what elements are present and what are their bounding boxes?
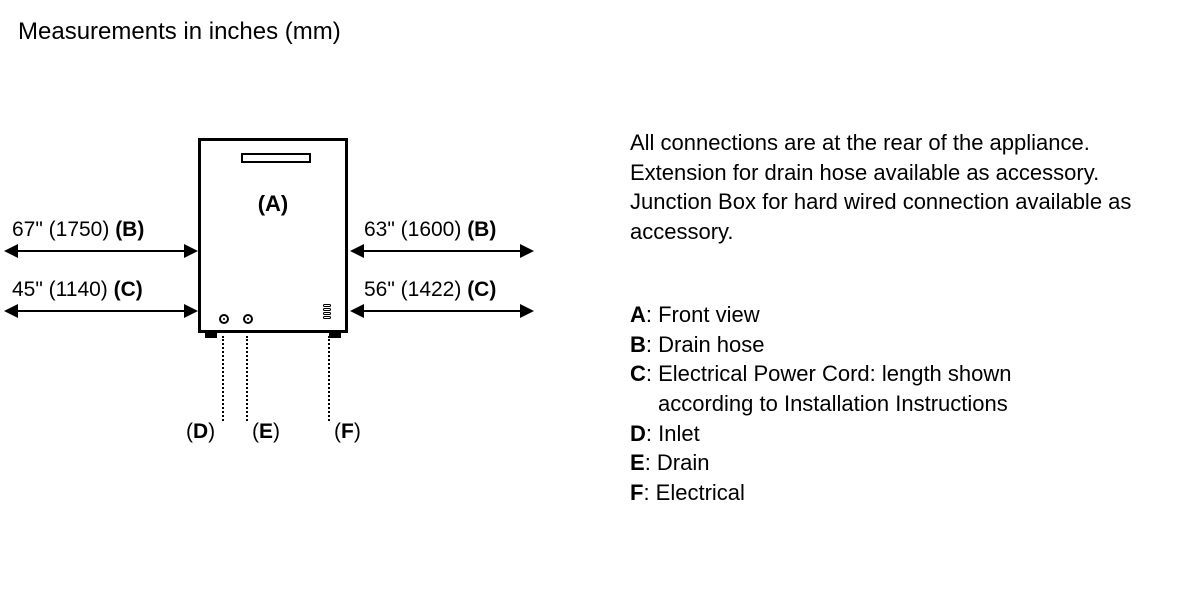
diagram: (A) 67" (1750) (B) 45" (1140) (C) 63" (1… bbox=[0, 120, 600, 500]
callout-f: (F) bbox=[334, 420, 361, 444]
legend-b: B: Drain hose bbox=[630, 330, 1170, 360]
legend-a: A: Front view bbox=[630, 300, 1170, 330]
port-inlet bbox=[219, 314, 229, 324]
callout-d: (D) bbox=[186, 420, 215, 444]
appliance-label-a: (A) bbox=[201, 191, 345, 217]
dotted-line-d bbox=[222, 336, 224, 421]
legend: A: Front view B: Drain hose C: Electrica… bbox=[630, 300, 1170, 508]
dim-label-left-b: 67" (1750) (B) bbox=[12, 218, 144, 242]
legend-c: C: Electrical Power Cord: length shown bbox=[630, 359, 1170, 389]
legend-f: F: Electrical bbox=[630, 478, 1170, 508]
page-title: Measurements in inches (mm) bbox=[18, 18, 341, 46]
dim-label-right-c: 56" (1422) (C) bbox=[364, 278, 496, 302]
dotted-line-e bbox=[246, 336, 248, 421]
dim-arrow-right-c bbox=[352, 310, 532, 312]
legend-d: D: Inlet bbox=[630, 419, 1170, 449]
dim-arrow-right-b bbox=[352, 250, 532, 252]
callout-e: (E) bbox=[252, 420, 280, 444]
dotted-line-f bbox=[328, 336, 330, 421]
dim-label-left-c: 45" (1140) (C) bbox=[12, 278, 143, 302]
dim-label-right-b: 63" (1600) (B) bbox=[364, 218, 496, 242]
description-text: All connections are at the rear of the a… bbox=[630, 128, 1160, 247]
appliance-handle bbox=[241, 153, 311, 163]
legend-e: E: Drain bbox=[630, 448, 1170, 478]
port-drain bbox=[243, 314, 253, 324]
appliance-foot-left bbox=[205, 330, 217, 338]
legend-c-cont: according to Installation Instructions bbox=[630, 389, 1170, 419]
appliance-foot-right bbox=[329, 330, 341, 338]
port-electrical bbox=[323, 304, 331, 326]
dim-arrow-left-c bbox=[6, 310, 196, 312]
appliance-front-view: (A) bbox=[198, 138, 348, 333]
dim-arrow-left-b bbox=[6, 250, 196, 252]
